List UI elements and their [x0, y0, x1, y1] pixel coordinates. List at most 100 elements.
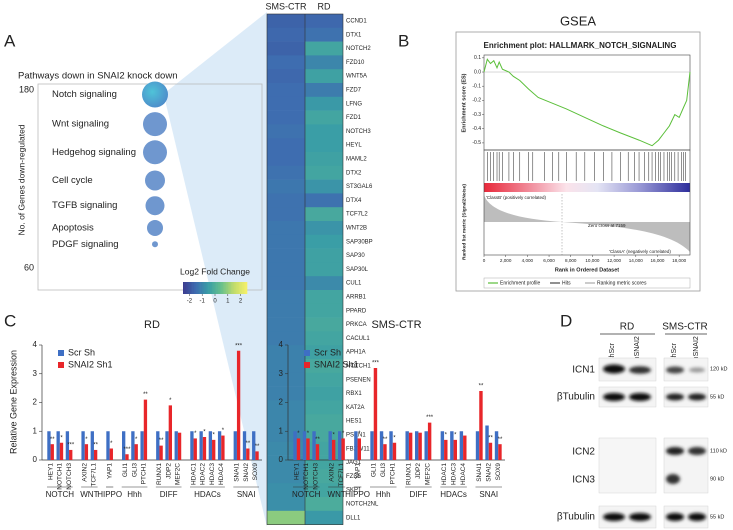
x-tick-label: MEF2C — [425, 463, 432, 485]
annotation: Zero cross at 7159 — [588, 223, 626, 228]
heat-cell — [305, 497, 343, 512]
bar — [418, 432, 422, 460]
legend-swatch — [58, 362, 64, 368]
heat-cell — [305, 262, 343, 277]
x-tick-label: MEF2C — [175, 463, 182, 485]
bar — [389, 431, 393, 460]
significance: * — [297, 431, 300, 437]
significance: * — [135, 437, 138, 443]
bar — [233, 431, 237, 460]
category-label: Notch signaling — [52, 89, 117, 100]
bar — [453, 439, 457, 460]
heat-cell — [267, 138, 305, 153]
gsea-title: GSEA — [560, 13, 596, 28]
heat-cell — [305, 469, 343, 484]
colorbar-step — [207, 282, 209, 294]
row-label: HES1 — [346, 419, 362, 425]
row-label: NOTCH2 — [346, 46, 371, 52]
significance: ** — [315, 437, 320, 443]
heat-cell — [305, 386, 343, 401]
significance: ** — [50, 437, 55, 443]
bar — [217, 431, 222, 460]
panel-label: D — [560, 311, 572, 330]
x-tick-label: PTCH1 — [140, 463, 147, 485]
bar — [56, 431, 60, 460]
x-tick-label: HDAC1 — [441, 463, 448, 485]
band — [629, 393, 651, 401]
band — [666, 474, 680, 484]
x-tick-label: RUNX1 — [156, 463, 163, 485]
heat-cell — [267, 331, 305, 346]
bar — [199, 431, 203, 460]
bar — [338, 431, 342, 460]
heat-cell — [267, 124, 305, 139]
x-tick-label: NOTCH1 — [303, 463, 310, 490]
bar — [444, 439, 448, 460]
x-tick-label: NOTCH3 — [66, 463, 73, 490]
bar — [383, 444, 387, 460]
x-tick-label: HDAC2 — [200, 463, 207, 485]
bar — [246, 448, 250, 460]
y-tick-label: 0.0 — [474, 69, 481, 75]
x-tick-label: 14,000 — [629, 258, 643, 263]
y-tick-label: 0.1 — [474, 55, 481, 61]
category-label: Cell cycle — [52, 175, 93, 186]
western-blot: RD SMS-CTR shScr shSNAI2 shScr shSNAI2 — [557, 322, 727, 529]
row-label: ST3GAL6 — [346, 184, 373, 190]
gsea-frame — [455, 31, 701, 292]
blot-strip — [598, 505, 657, 529]
bar — [341, 438, 345, 460]
heat-cell — [305, 303, 343, 318]
significance: ** — [255, 444, 260, 450]
colorbar-step — [226, 282, 229, 294]
lane-label: shScr — [671, 342, 678, 361]
colorbar-step — [186, 282, 189, 294]
y-tick-label: 3 — [33, 369, 38, 378]
significance: * — [332, 432, 335, 438]
significance: * — [213, 432, 216, 438]
colorbar-step — [187, 282, 190, 294]
bar — [159, 445, 163, 460]
bar — [331, 439, 336, 460]
group-label: HDACs — [194, 490, 221, 499]
row-label: PSENEN — [346, 377, 371, 383]
heat-cell — [305, 234, 343, 249]
column-label: SMS-CTR — [266, 1, 307, 11]
chart-title: SMS-CTR — [371, 319, 421, 331]
bar — [212, 439, 216, 460]
heat-cell — [267, 400, 305, 415]
bar — [427, 422, 432, 460]
bar — [174, 431, 178, 460]
heat-cell — [305, 331, 343, 346]
bar — [306, 438, 310, 460]
heat-cell — [305, 221, 343, 236]
heat-cell — [305, 165, 343, 180]
bar — [236, 350, 241, 460]
colorbar-step — [203, 282, 206, 294]
heat-cell — [267, 386, 305, 401]
heat-cell — [267, 510, 305, 525]
row-label: DLL1 — [346, 515, 361, 521]
legend-label: Scr Sh — [314, 347, 341, 357]
bar — [414, 431, 419, 460]
significance: *** — [123, 447, 131, 453]
bar — [379, 431, 384, 460]
legend-swatch — [304, 362, 310, 368]
x-tick-label: 12,000 — [607, 258, 621, 263]
metric-area — [484, 195, 690, 252]
bar — [312, 431, 316, 460]
heat-cell — [305, 441, 343, 456]
x-tick-label: HEY1 — [47, 463, 54, 480]
x-tick-label: SNAI1 — [234, 463, 241, 482]
x-tick-label: SNAI2 — [485, 463, 492, 482]
bar — [485, 425, 489, 460]
colorbar-label: Log2 Fold Change — [180, 266, 250, 276]
bar — [134, 444, 138, 460]
heat-cell — [267, 69, 305, 84]
heat-cell — [305, 124, 343, 139]
row-label: SAP30L — [346, 267, 369, 273]
heat-cell — [305, 400, 343, 415]
bubble — [145, 196, 165, 216]
row-label: MAML2 — [346, 156, 367, 162]
